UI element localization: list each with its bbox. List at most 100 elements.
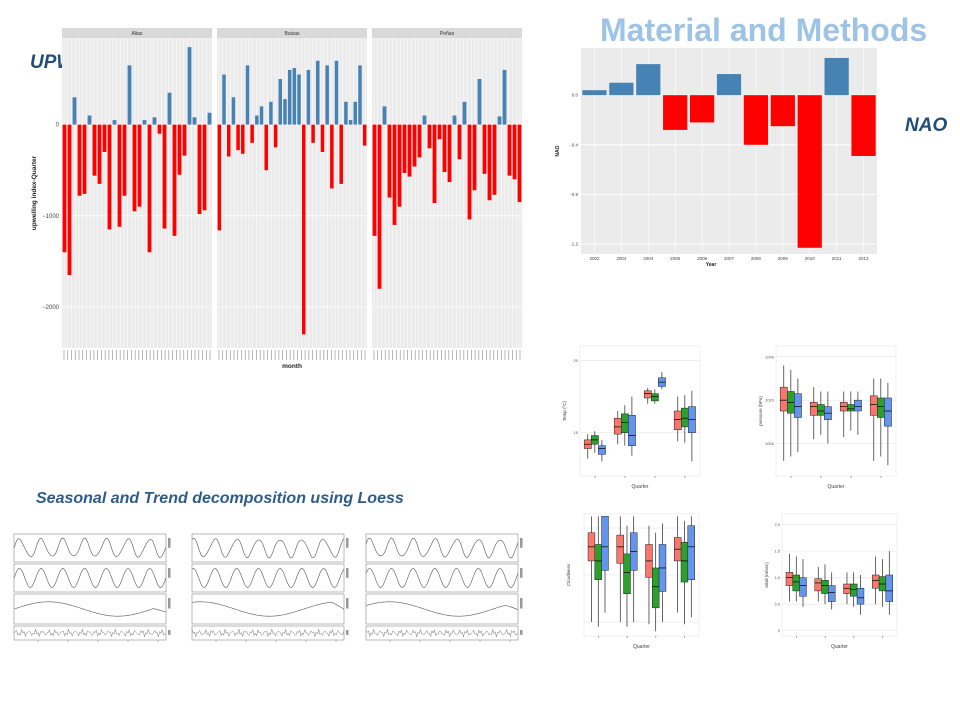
y-tick-label: 1.0	[774, 575, 780, 580]
bar	[492, 124, 497, 195]
box	[601, 516, 609, 571]
x-axis-label: Year	[706, 262, 717, 268]
box	[628, 415, 636, 446]
y-tick-label: −1000	[42, 214, 60, 220]
stl-scale-bar	[520, 598, 523, 609]
box	[872, 574, 880, 589]
box	[814, 578, 822, 592]
bar	[147, 124, 152, 253]
x-axis-label: Quarter	[633, 644, 650, 650]
cloudiness-boxplot: Quarter Cloudiness	[566, 513, 700, 650]
nao-bar	[824, 57, 849, 96]
bar	[167, 92, 172, 125]
bar	[457, 124, 462, 160]
stl-scale-bar	[346, 630, 349, 635]
box	[643, 390, 652, 399]
bar	[77, 124, 82, 196]
bar	[187, 47, 192, 125]
y-tick-label: 1.5	[774, 549, 780, 554]
box	[681, 407, 689, 428]
y-tick-label: -0.4	[570, 142, 578, 147]
stl-scale-bar	[168, 598, 171, 609]
stl-series-line	[191, 568, 345, 588]
box	[594, 544, 602, 580]
bar	[177, 124, 182, 175]
y-tick-label: 0.0	[572, 93, 579, 98]
bar	[517, 124, 522, 203]
stl-row-frame	[191, 625, 345, 641]
bar	[172, 124, 177, 236]
panel-title: Peñas	[440, 31, 455, 37]
stl-panel-altas	[13, 533, 171, 642]
panel-strip	[217, 28, 367, 38]
bar	[320, 124, 325, 152]
x-axis-label: month	[282, 363, 302, 370]
stl-scale-bar	[346, 598, 349, 609]
box	[673, 410, 682, 431]
nao-chart: 2002 2003 2004 2005 2006 2007 2008 2009 2010 2011…	[555, 48, 877, 268]
bar	[412, 124, 417, 167]
bar	[358, 65, 362, 125]
bar	[512, 124, 517, 180]
box	[616, 534, 624, 564]
stl-row-frame	[191, 533, 345, 563]
y-tick-label: 0	[56, 123, 60, 129]
box	[621, 413, 629, 433]
box	[854, 399, 862, 412]
bar	[102, 124, 107, 152]
temp-boxplot: 15 20 Quarter Temp (ºC)	[562, 345, 701, 490]
bar	[353, 101, 358, 125]
bar	[132, 124, 137, 212]
box	[885, 574, 893, 602]
bar	[278, 79, 283, 125]
nao-bar	[770, 95, 795, 127]
x-tick-label: 2009	[778, 256, 789, 261]
box	[785, 572, 794, 586]
y-tick-label: 15	[574, 430, 579, 435]
box	[794, 393, 802, 418]
stl-scale-bar	[168, 538, 171, 548]
stl-panel-penas	[365, 533, 523, 642]
bar	[311, 124, 315, 143]
box	[799, 577, 807, 597]
stl-series-line	[365, 537, 519, 559]
x-axis-label: Quarter	[632, 484, 649, 490]
x-tick-label: 2007	[724, 256, 735, 261]
box	[877, 397, 885, 418]
wind-boxplot: 2.0 1.5 1.0 0.5 0 Quarter wind (m/sec)	[764, 513, 898, 650]
bar	[301, 124, 306, 335]
stl-scale-bar	[520, 630, 523, 635]
bar	[467, 124, 472, 220]
stl-row-frame	[13, 625, 167, 641]
bar	[437, 124, 442, 140]
bar	[348, 120, 353, 125]
bar	[422, 115, 427, 125]
box	[856, 588, 865, 605]
stl-series-line	[191, 601, 345, 617]
bar	[182, 124, 187, 156]
nao-bar	[582, 90, 607, 96]
slide-title: Material and Methods	[600, 12, 928, 48]
bar	[482, 124, 487, 174]
x-tick-label: 2006	[697, 256, 708, 261]
y-axis-label: upwelling index-Quarter	[31, 155, 38, 230]
bar	[62, 124, 67, 253]
stl-series-line	[365, 628, 519, 638]
bar	[197, 124, 202, 214]
bar	[67, 124, 72, 276]
box	[779, 386, 788, 412]
nao-label: NAO	[905, 115, 948, 136]
bar	[402, 124, 407, 173]
stl-series-line	[191, 628, 345, 638]
bar	[269, 101, 273, 125]
bar	[316, 60, 320, 125]
bar	[241, 124, 245, 154]
bar	[372, 124, 377, 236]
bar	[264, 124, 268, 171]
nao-bar	[743, 95, 769, 145]
bar	[477, 79, 482, 125]
bar	[259, 106, 264, 125]
bar	[231, 97, 236, 125]
y-tick-label: -1.2	[570, 242, 578, 247]
pressure-boxplot: 1040 1020 1000 Quarter pressure (hPa)	[758, 345, 897, 490]
